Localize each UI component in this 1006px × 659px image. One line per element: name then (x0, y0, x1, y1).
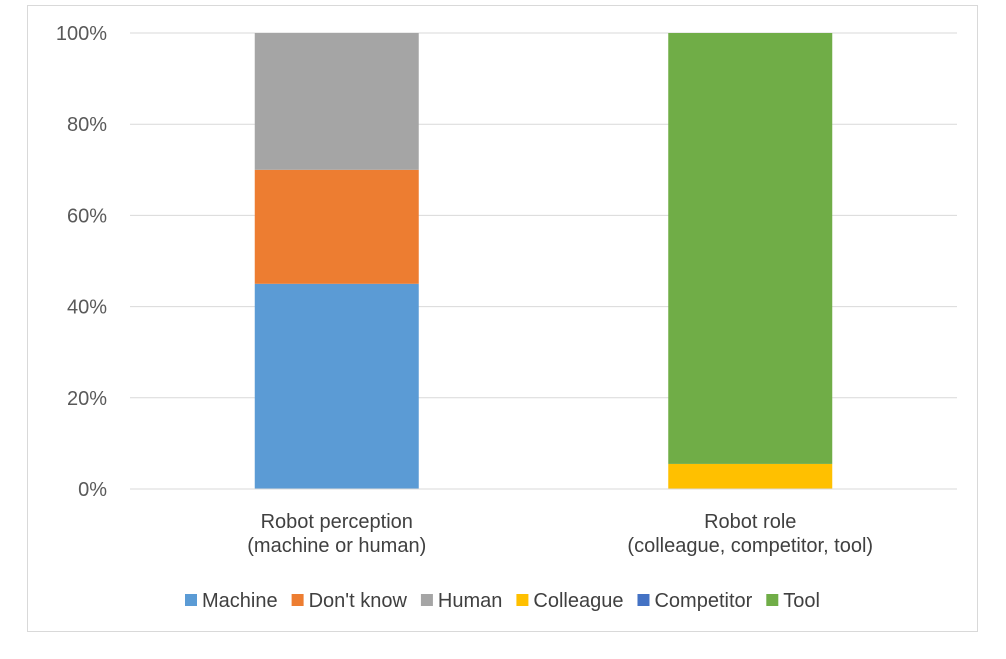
bars (254, 33, 833, 489)
category-label: Robot perception (261, 511, 413, 533)
legend-swatch (291, 594, 304, 606)
legend-item: Don't know (291, 590, 408, 612)
gridlines (130, 32, 957, 399)
category-label: (machine or human) (247, 535, 426, 557)
bar-segment (668, 463, 833, 489)
y-tick-label: 80% (67, 114, 107, 136)
bar-segment (254, 33, 419, 170)
y-tick-label: 20% (67, 388, 107, 410)
category-label: Robot role (704, 511, 796, 533)
legend-label: Don't know (309, 590, 408, 612)
legend-item: Human (420, 590, 502, 612)
legend-label: Tool (783, 590, 820, 612)
y-tick-label: 0% (78, 479, 107, 501)
legend-label: Machine (202, 590, 278, 612)
y-tick-label: 60% (67, 205, 107, 227)
bar-segment (668, 33, 833, 464)
legend-swatch (516, 594, 529, 606)
legend-label: Competitor (654, 590, 752, 612)
category-labels: Robot perception(machine or human) Robot … (247, 511, 873, 557)
legend-swatch (766, 594, 779, 606)
legend-item: Machine (185, 590, 278, 612)
legend-item: Competitor (637, 590, 753, 612)
y-tick-label: 100% (56, 23, 107, 45)
legend-label: Human (438, 590, 502, 612)
bar-segment (254, 169, 419, 284)
legend-swatch (185, 594, 197, 606)
y-tick-label: 40% (67, 297, 107, 319)
legend-swatch (637, 594, 650, 606)
legend: Machine Don't know Human Colleague Competito… (185, 590, 820, 612)
legend-swatch (420, 594, 433, 606)
y-axis-ticks: 0% 20% 40% 60% 80% 100% (56, 23, 107, 501)
bar-segment (254, 283, 419, 489)
legend-label: Colleague (533, 590, 623, 612)
legend-item: Tool (766, 590, 820, 612)
legend-item: Colleague (516, 590, 623, 612)
category-label: (colleague, competitor, tool) (627, 535, 873, 557)
